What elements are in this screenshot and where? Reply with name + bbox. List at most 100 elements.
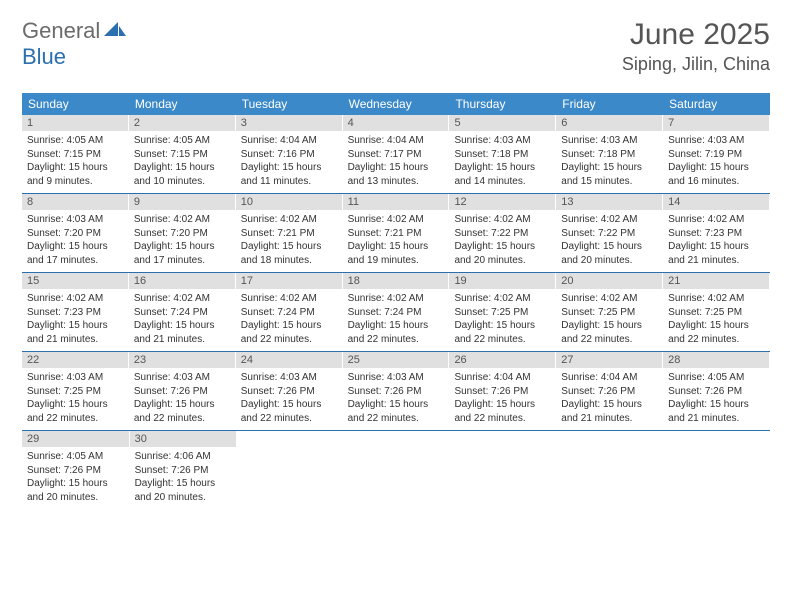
day-number: 3: [236, 115, 342, 131]
logo-sail-icon: [104, 20, 126, 43]
day-body: Sunrise: 4:05 AMSunset: 7:26 PMDaylight:…: [22, 447, 129, 509]
sunset-text: Sunset: 7:21 PM: [348, 227, 444, 241]
day-number: 12: [449, 194, 555, 210]
week-row: 29Sunrise: 4:05 AMSunset: 7:26 PMDayligh…: [22, 431, 770, 509]
day-body: Sunrise: 4:05 AMSunset: 7:15 PMDaylight:…: [22, 131, 128, 193]
daylight-text-1: Daylight: 15 hours: [454, 161, 550, 175]
sunset-text: Sunset: 7:25 PM: [27, 385, 123, 399]
daylight-text-2: and 21 minutes.: [668, 254, 764, 268]
daylight-text-2: and 22 minutes.: [454, 333, 550, 347]
sunset-text: Sunset: 7:15 PM: [27, 148, 123, 162]
daylight-text-2: and 22 minutes.: [454, 412, 550, 426]
sunset-text: Sunset: 7:25 PM: [668, 306, 764, 320]
sunrise-text: Sunrise: 4:02 AM: [454, 213, 550, 227]
sunrise-text: Sunrise: 4:02 AM: [668, 292, 764, 306]
day-number: 21: [663, 273, 769, 289]
daylight-text-1: Daylight: 15 hours: [134, 398, 230, 412]
day-number: 4: [343, 115, 449, 131]
daylight-text-1: Daylight: 15 hours: [454, 319, 550, 333]
day-number: 19: [449, 273, 555, 289]
day-cell: 16Sunrise: 4:02 AMSunset: 7:24 PMDayligh…: [129, 273, 236, 351]
day-body: Sunrise: 4:05 AMSunset: 7:26 PMDaylight:…: [663, 368, 769, 430]
day-body: Sunrise: 4:02 AMSunset: 7:24 PMDaylight:…: [129, 289, 235, 351]
week-row: 22Sunrise: 4:03 AMSunset: 7:25 PMDayligh…: [22, 352, 770, 431]
daylight-text-1: Daylight: 15 hours: [668, 319, 764, 333]
day-body: Sunrise: 4:02 AMSunset: 7:24 PMDaylight:…: [343, 289, 449, 351]
sunrise-text: Sunrise: 4:02 AM: [241, 213, 337, 227]
daylight-text-2: and 22 minutes.: [241, 412, 337, 426]
day-body: Sunrise: 4:04 AMSunset: 7:26 PMDaylight:…: [449, 368, 555, 430]
day-cell: 27Sunrise: 4:04 AMSunset: 7:26 PMDayligh…: [556, 352, 663, 430]
sunrise-text: Sunrise: 4:02 AM: [348, 213, 444, 227]
day-number: 25: [343, 352, 449, 368]
day-number: 27: [556, 352, 662, 368]
day-number: 13: [556, 194, 662, 210]
sunset-text: Sunset: 7:26 PM: [135, 464, 232, 478]
day-number: 16: [129, 273, 235, 289]
sunset-text: Sunset: 7:26 PM: [561, 385, 657, 399]
day-body: Sunrise: 4:02 AMSunset: 7:25 PMDaylight:…: [556, 289, 662, 351]
day-cell: 5Sunrise: 4:03 AMSunset: 7:18 PMDaylight…: [449, 115, 556, 193]
day-cell: 3Sunrise: 4:04 AMSunset: 7:16 PMDaylight…: [236, 115, 343, 193]
logo-text-blue: Blue: [22, 44, 66, 69]
sunrise-text: Sunrise: 4:04 AM: [561, 371, 657, 385]
daylight-text-1: Daylight: 15 hours: [241, 319, 337, 333]
sunrise-text: Sunrise: 4:03 AM: [561, 134, 657, 148]
logo-text-blue-wrap: Blue: [22, 44, 66, 70]
sunset-text: Sunset: 7:26 PM: [134, 385, 230, 399]
day-number: 1: [22, 115, 128, 131]
sunset-text: Sunset: 7:20 PM: [27, 227, 123, 241]
day-cell: 2Sunrise: 4:05 AMSunset: 7:15 PMDaylight…: [129, 115, 236, 193]
daylight-text-1: Daylight: 15 hours: [348, 161, 444, 175]
daylight-text-1: Daylight: 15 hours: [561, 240, 657, 254]
day-body: Sunrise: 4:02 AMSunset: 7:23 PMDaylight:…: [663, 210, 769, 272]
day-body: Sunrise: 4:02 AMSunset: 7:24 PMDaylight:…: [236, 289, 342, 351]
daylight-text-2: and 20 minutes.: [561, 254, 657, 268]
day-cell: 4Sunrise: 4:04 AMSunset: 7:17 PMDaylight…: [343, 115, 450, 193]
empty-day-cell: [237, 431, 344, 509]
daylight-text-1: Daylight: 15 hours: [668, 240, 764, 254]
day-cell: 13Sunrise: 4:02 AMSunset: 7:22 PMDayligh…: [556, 194, 663, 272]
sunrise-text: Sunrise: 4:04 AM: [454, 371, 550, 385]
sunset-text: Sunset: 7:15 PM: [134, 148, 230, 162]
day-body: Sunrise: 4:03 AMSunset: 7:26 PMDaylight:…: [129, 368, 235, 430]
sunrise-text: Sunrise: 4:06 AM: [135, 450, 232, 464]
day-cell: 20Sunrise: 4:02 AMSunset: 7:25 PMDayligh…: [556, 273, 663, 351]
daylight-text-2: and 22 minutes.: [561, 333, 657, 347]
daylight-text-1: Daylight: 15 hours: [27, 398, 123, 412]
sunset-text: Sunset: 7:21 PM: [241, 227, 337, 241]
daylight-text-2: and 17 minutes.: [27, 254, 123, 268]
daylight-text-1: Daylight: 15 hours: [134, 240, 230, 254]
weekday-header: Monday: [129, 93, 236, 115]
daylight-text-2: and 22 minutes.: [348, 333, 444, 347]
daylight-text-2: and 20 minutes.: [454, 254, 550, 268]
daylight-text-1: Daylight: 15 hours: [348, 398, 444, 412]
day-number: 17: [236, 273, 342, 289]
weeks-container: 1Sunrise: 4:05 AMSunset: 7:15 PMDaylight…: [22, 115, 770, 509]
day-cell: 8Sunrise: 4:03 AMSunset: 7:20 PMDaylight…: [22, 194, 129, 272]
daylight-text-2: and 14 minutes.: [454, 175, 550, 189]
logo: General: [22, 18, 128, 44]
empty-day-cell: [344, 431, 451, 509]
weekday-header: Friday: [556, 93, 663, 115]
day-cell: 10Sunrise: 4:02 AMSunset: 7:21 PMDayligh…: [236, 194, 343, 272]
sunrise-text: Sunrise: 4:02 AM: [454, 292, 550, 306]
day-number: 7: [663, 115, 769, 131]
month-title: June 2025: [622, 18, 770, 52]
daylight-text-2: and 21 minutes.: [134, 333, 230, 347]
day-number: 20: [556, 273, 662, 289]
sunrise-text: Sunrise: 4:05 AM: [27, 134, 123, 148]
day-cell: 18Sunrise: 4:02 AMSunset: 7:24 PMDayligh…: [343, 273, 450, 351]
day-cell: 15Sunrise: 4:02 AMSunset: 7:23 PMDayligh…: [22, 273, 129, 351]
day-number: 9: [129, 194, 235, 210]
daylight-text-1: Daylight: 15 hours: [241, 240, 337, 254]
sunset-text: Sunset: 7:22 PM: [454, 227, 550, 241]
daylight-text-2: and 10 minutes.: [134, 175, 230, 189]
sunrise-text: Sunrise: 4:02 AM: [668, 213, 764, 227]
sunrise-text: Sunrise: 4:02 AM: [561, 292, 657, 306]
day-cell: 6Sunrise: 4:03 AMSunset: 7:18 PMDaylight…: [556, 115, 663, 193]
empty-day-cell: [663, 431, 770, 509]
daylight-text-2: and 15 minutes.: [561, 175, 657, 189]
sunset-text: Sunset: 7:24 PM: [348, 306, 444, 320]
sunrise-text: Sunrise: 4:03 AM: [27, 213, 123, 227]
